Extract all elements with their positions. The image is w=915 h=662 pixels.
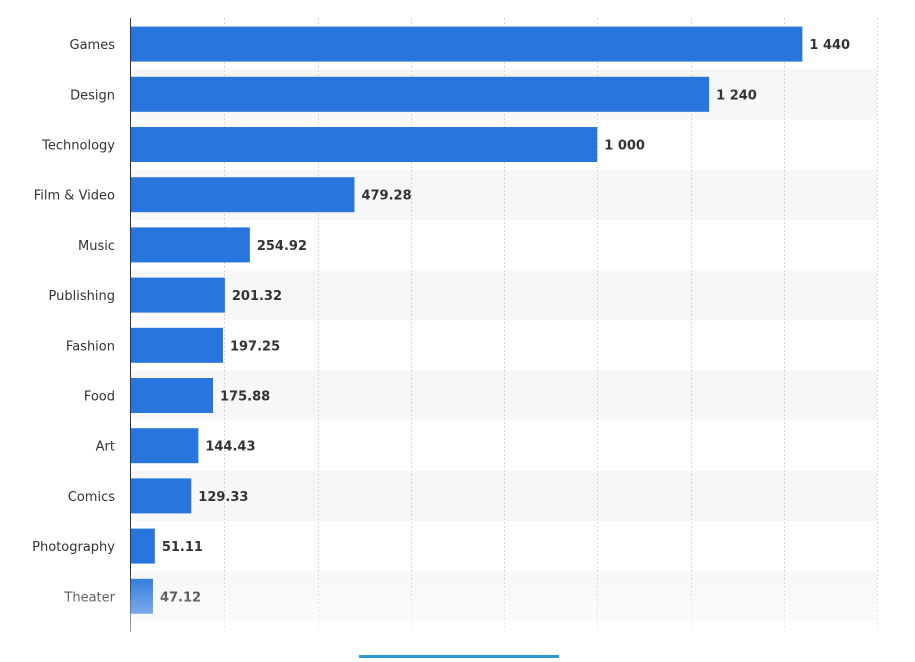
value-label: 47.12 bbox=[160, 590, 201, 605]
bar-photography bbox=[131, 528, 155, 564]
category-labels: Games Design Technology Film & Video Music Pu… bbox=[32, 38, 115, 605]
bars bbox=[131, 26, 803, 614]
category-label: Film & Video bbox=[34, 189, 115, 204]
bar-theater bbox=[131, 578, 153, 614]
bar-film-video bbox=[131, 177, 355, 213]
category-label: Comics bbox=[68, 490, 115, 505]
value-label: 479.28 bbox=[361, 189, 411, 204]
category-label: Photography bbox=[32, 540, 115, 555]
value-label: 1 440 bbox=[809, 38, 850, 53]
category-label: Fashion bbox=[66, 339, 115, 354]
category-label: Games bbox=[70, 38, 116, 53]
bar-games bbox=[131, 26, 803, 62]
category-label: Technology bbox=[41, 139, 115, 154]
bar-art bbox=[131, 428, 199, 464]
bar-design bbox=[131, 76, 710, 112]
bar-comics bbox=[131, 478, 192, 514]
bar-food bbox=[131, 378, 214, 413]
value-label: 1 240 bbox=[716, 88, 757, 103]
category-label: Theater bbox=[63, 590, 115, 605]
bar-publishing bbox=[131, 277, 225, 313]
category-label: Publishing bbox=[49, 289, 115, 304]
value-label: 144.43 bbox=[205, 440, 255, 455]
bar-fashion bbox=[131, 327, 223, 363]
value-label: 201.32 bbox=[232, 289, 282, 304]
value-label: 129.33 bbox=[198, 490, 248, 505]
category-label: Food bbox=[84, 390, 115, 405]
value-label: 51.11 bbox=[162, 540, 203, 555]
value-label: 254.92 bbox=[257, 239, 307, 254]
category-label: Design bbox=[70, 88, 115, 103]
bottom-tab-indicator[interactable] bbox=[359, 655, 559, 658]
bar-technology bbox=[131, 127, 598, 162]
category-label: Art bbox=[96, 440, 115, 455]
value-label: 175.88 bbox=[220, 390, 270, 405]
bar-music bbox=[131, 227, 250, 263]
category-label: Music bbox=[78, 239, 115, 254]
value-label: 197.25 bbox=[230, 339, 280, 354]
value-label: 1 000 bbox=[604, 139, 645, 154]
